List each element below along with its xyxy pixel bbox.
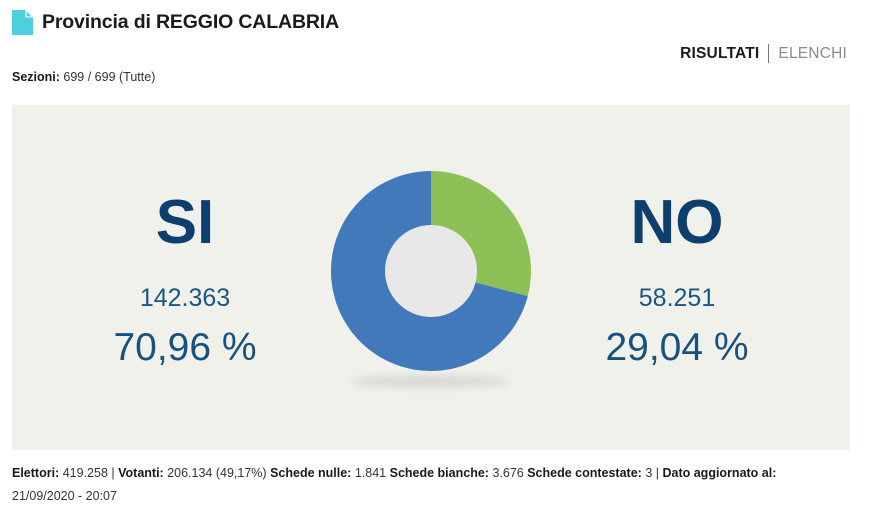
page-header: Provincia di REGGIO CALABRIA — [12, 10, 339, 35]
result-no-percent: 29,04 % — [605, 326, 749, 369]
result-si-label: SI — [155, 188, 215, 257]
result-si: SI 142.363 70,96 % — [50, 188, 320, 369]
footer-nulle-label: Schede nulle: — [270, 466, 352, 480]
result-si-percent: 70,96 % — [113, 326, 257, 369]
donut-svg — [330, 170, 531, 371]
tab-elenchi[interactable]: ELENCHI — [778, 44, 847, 62]
results-row: SI 142.363 70,96 % NO 58.251 29,04 % — [12, 105, 850, 450]
tab-risultati[interactable]: RISULTATI — [680, 44, 760, 62]
donut-hole — [385, 224, 477, 317]
footer-contestate-label: Schede contestate: — [527, 466, 642, 480]
tab-divider — [768, 44, 770, 63]
results-panel: SI 142.363 70,96 % NO 58.251 29,04 % — [12, 105, 850, 450]
footer-aggiornato-label: Dato aggiornato al: — [662, 466, 777, 480]
sezioni-value: 699 / 699 (Tutte) — [63, 70, 156, 84]
footer-votanti-label: Votanti: — [118, 466, 164, 480]
result-no-label: NO — [630, 188, 724, 257]
footer-timestamp: 21/09/2020 - 20:07 — [12, 489, 117, 504]
footer-votanti-value: 206.134 (49,17%) — [167, 466, 267, 480]
footer-bianche-label: Schede bianche: — [389, 466, 489, 480]
footer-stats: Elettori: 419.258 | Votanti: 206.134 (49… — [12, 462, 852, 508]
footer-separator-2: | — [655, 466, 659, 480]
footer-contestate-value: 3 — [645, 466, 653, 480]
view-switcher: RISULTATI ELENCHI — [680, 44, 847, 63]
page-title: Provincia di REGGIO CALABRIA — [42, 11, 340, 33]
sezioni-label: Sezioni: — [12, 70, 60, 84]
result-no: NO 58.251 29,04 % — [542, 188, 812, 369]
document-icon — [12, 10, 33, 35]
footer-separator-1: | — [111, 466, 115, 480]
footer-elettori-label: Elettori: — [12, 466, 60, 480]
result-si-votes: 142.363 — [139, 284, 231, 312]
result-no-votes: 58.251 — [638, 284, 716, 312]
footer-bianche-value: 3.676 — [492, 466, 524, 480]
footer-elettori-value: 419.258 — [62, 466, 108, 480]
sezioni-status: Sezioni: 699 / 699 (Tutte) — [12, 70, 155, 84]
footer-nulle-value: 1.841 — [354, 466, 387, 480]
results-donut-chart — [323, 163, 539, 393]
donut-shadow — [350, 374, 510, 388]
